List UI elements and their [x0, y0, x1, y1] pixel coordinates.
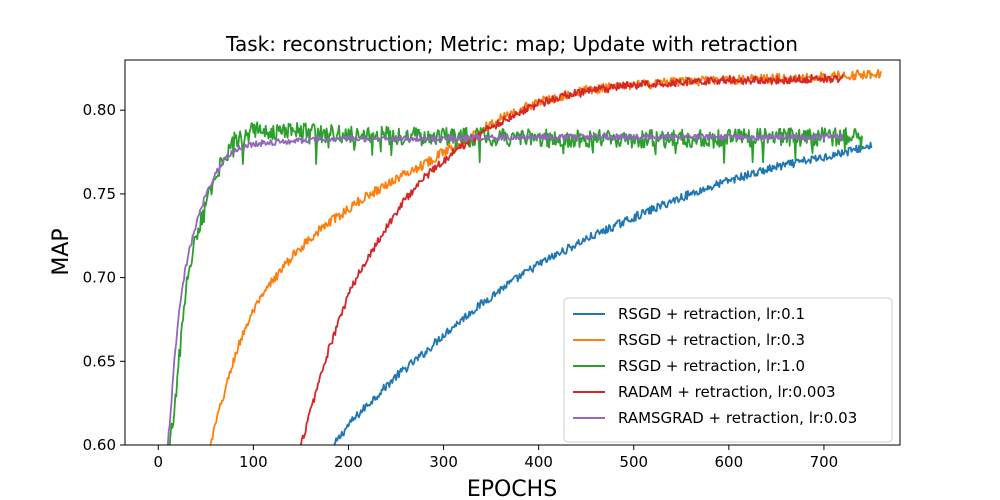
- y-axis-label: MAP: [49, 228, 74, 275]
- series-line-1: [333, 141, 873, 446]
- x-tick-label: 400: [524, 453, 553, 471]
- y-axis: 0.60 0.65 0.70 0.75 0.80: [83, 101, 125, 454]
- legend-label: RSGD + retraction, lr:0.1: [618, 305, 805, 323]
- x-tick-label: 200: [334, 453, 363, 471]
- series-line-4: [300, 73, 844, 446]
- x-tick-label: 0: [154, 453, 164, 471]
- legend: RSGD + retraction, lr:0.1 RSGD + retracti…: [563, 297, 893, 443]
- legend-box: [563, 297, 893, 443]
- y-tick-label: 0.80: [83, 101, 116, 119]
- series-line-5: [166, 133, 844, 446]
- plot-frame: [124, 59, 901, 446]
- chart-title: Task: reconstruction; Metric: map; Updat…: [225, 32, 798, 56]
- x-tick-label: 300: [429, 453, 458, 471]
- y-tick-label: 0.60: [83, 436, 116, 454]
- x-axis-label: EPOCHS: [467, 477, 557, 500]
- y-tick-label: 0.75: [83, 185, 116, 203]
- x-tick-label: 500: [619, 453, 648, 471]
- x-tick-label: 600: [715, 453, 744, 471]
- plot-lines: [166, 68, 882, 446]
- y-tick-label: 0.65: [83, 352, 116, 370]
- legend-label: RAMSGRAD + retraction, lr:0.03: [618, 409, 857, 427]
- x-tick-label: 100: [239, 453, 268, 471]
- legend-label: RSGD + retraction, lr:0.3: [618, 331, 805, 349]
- x-axis: 0 100 200 300 400 500 600 700: [154, 445, 839, 471]
- y-tick-label: 0.70: [83, 269, 116, 287]
- x-tick-label: 700: [810, 453, 839, 471]
- legend-label: RSGD + retraction, lr:1.0: [618, 357, 805, 375]
- legend-label: RADAM + retraction, lr:0.003: [618, 383, 836, 401]
